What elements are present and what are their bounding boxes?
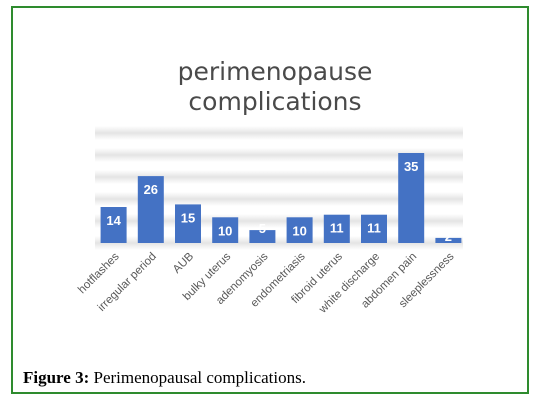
- figure-caption: Figure 3: Perimenopausal complications.: [23, 368, 306, 388]
- data-label: 14: [106, 213, 121, 228]
- background-band: [95, 148, 463, 162]
- x-tick-label: AUB: [171, 250, 196, 275]
- bar-chart: perimenopause complications 14 26 15 10 5 10 1…: [76, 57, 463, 316]
- data-label: 15: [181, 210, 195, 225]
- bar-adenomyosis: [249, 230, 276, 243]
- background-band: [95, 126, 463, 140]
- data-label: 35: [404, 159, 418, 174]
- chart-panel: perimenopause complications 14 26 15 10 5 10 1…: [47, 30, 497, 348]
- chart-title-line-2: complications: [188, 87, 361, 116]
- bar-aub: [175, 204, 201, 243]
- data-label: 11: [367, 221, 381, 236]
- bar-bulky-uterus: [212, 217, 239, 243]
- bar-abdomen-pain: [398, 153, 425, 243]
- bar-hotflashes: [100, 207, 127, 243]
- caption-label: Figure 3:: [23, 368, 90, 387]
- data-label: 11: [330, 221, 344, 236]
- bar-sleeplessness: [435, 237, 462, 243]
- figure-frame: perimenopause complications 14 26 15 10 5 10 1…: [11, 6, 529, 394]
- data-label: 10: [292, 223, 306, 238]
- data-label: 26: [144, 182, 158, 197]
- bar-irregular-period: [137, 176, 164, 243]
- background-band: [95, 170, 463, 184]
- chart-title-line-1: perimenopause: [178, 57, 373, 86]
- data-label: 10: [218, 223, 232, 238]
- data-label: 5: [259, 221, 266, 236]
- bar-white-discharge: [361, 214, 387, 243]
- caption-text: Perimenopausal complications.: [89, 368, 306, 387]
- bar-fibroid-uterus: [323, 214, 350, 243]
- data-label: 2: [445, 229, 452, 244]
- background-band: [95, 192, 463, 206]
- bar-endometriasis: [286, 217, 313, 243]
